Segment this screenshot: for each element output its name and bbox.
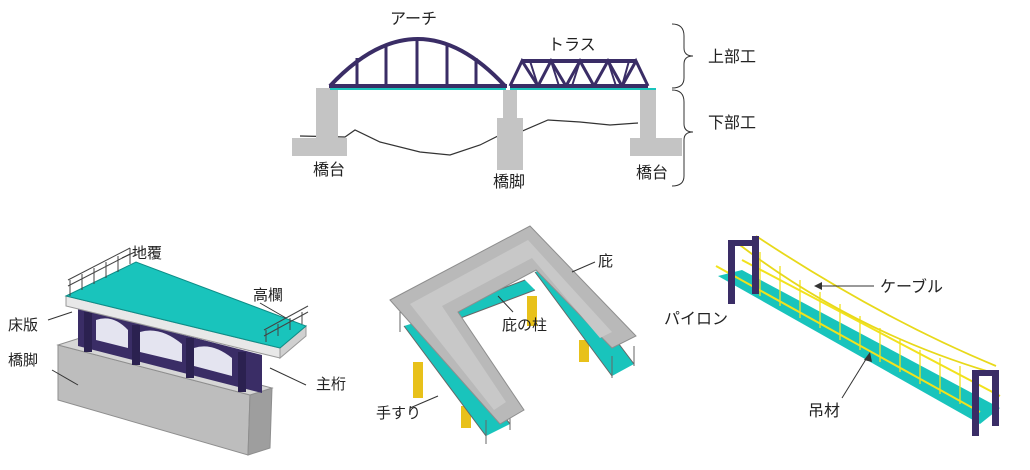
label-hanger: 吊材 bbox=[808, 401, 840, 420]
elevation-diagram: アーチ トラス 上部工 下部工 橋台 橋脚 橋台 bbox=[292, 9, 756, 191]
label-roof-column: 庇の柱 bbox=[502, 316, 547, 334]
label-truss: トラス bbox=[548, 35, 596, 54]
label-cable: ケーブル bbox=[880, 277, 943, 296]
brace-substructure bbox=[671, 89, 694, 187]
pylon-right bbox=[972, 370, 999, 436]
label-arch: アーチ bbox=[390, 9, 437, 28]
label-railing: 高欄 bbox=[253, 286, 283, 304]
label-deck-slab: 床版 bbox=[8, 316, 38, 334]
abutment-right bbox=[630, 88, 682, 156]
pier-block-side bbox=[247, 387, 273, 456]
label-abutment-left: 橋台 bbox=[313, 160, 345, 179]
abutment-left bbox=[292, 88, 347, 156]
arch-span bbox=[328, 37, 507, 88]
walkway-left-run bbox=[404, 318, 510, 436]
pylon-left bbox=[728, 236, 759, 304]
label-pylon: パイロン bbox=[664, 309, 728, 328]
roof-inner bbox=[410, 240, 612, 410]
covered-walkway: 庇 庇の柱 手すり bbox=[376, 225, 637, 444]
label-pier-lower: 橋脚 bbox=[8, 351, 38, 369]
girder-posts bbox=[84, 312, 246, 392]
ground-line bbox=[299, 119, 639, 156]
cable-arrowhead bbox=[814, 282, 822, 290]
label-roof: 庇 bbox=[598, 252, 613, 270]
suspension-cables bbox=[735, 235, 997, 373]
brace-superstructure bbox=[671, 23, 694, 89]
label-abutment-right: 橋台 bbox=[636, 163, 668, 182]
railing-left bbox=[67, 247, 131, 296]
label-substructure: 下部工 bbox=[708, 113, 756, 132]
girder-openings bbox=[96, 318, 232, 376]
girder-bridge: 地覆 高欄 床版 橋脚 主桁 bbox=[8, 244, 346, 456]
truss-span bbox=[508, 57, 650, 90]
deck-surface bbox=[64, 261, 307, 349]
label-handrail: 手すり bbox=[376, 404, 421, 422]
suspension-bridge: ケーブル パイロン 吊材 bbox=[664, 235, 1001, 436]
pier-center bbox=[497, 90, 523, 170]
label-superstructure: 上部工 bbox=[708, 47, 756, 66]
label-main-girder: 主桁 bbox=[316, 375, 346, 393]
hanger-arrowhead bbox=[864, 352, 872, 362]
walkway-upper-link bbox=[440, 280, 535, 322]
roof-surface bbox=[389, 225, 637, 425]
label-pier: 橋脚 bbox=[493, 172, 525, 191]
label-curb: 地覆 bbox=[132, 244, 162, 262]
suspension-deck bbox=[718, 270, 1000, 424]
